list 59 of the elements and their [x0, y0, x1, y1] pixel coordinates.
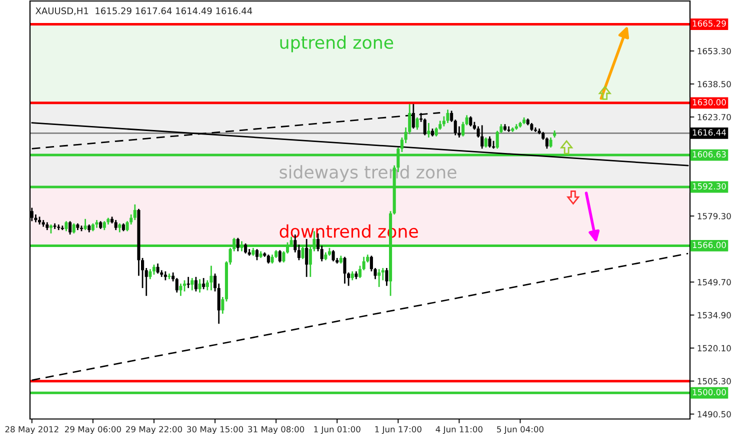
x-tick-label: 31 May 08:00: [248, 426, 304, 434]
ref-line-label: 1616.44: [692, 129, 726, 136]
candlestick: [179, 282, 182, 297]
candlestick: [194, 276, 198, 292]
candlestick: [378, 268, 381, 288]
candlestick: [549, 136, 552, 148]
ref-line-label: 1592.30: [692, 183, 726, 190]
candlestick: [480, 124, 484, 150]
x-tick-label: 5 Jun 04:00: [497, 426, 544, 434]
y-tick-label: 1623.70: [698, 114, 731, 120]
candlestick: [133, 204, 136, 221]
ref-line-label: 1665.29: [692, 20, 726, 27]
y-tick-label: 1638.50: [698, 80, 731, 88]
candlestick: [469, 116, 472, 128]
candlestick: [332, 249, 335, 262]
candlestick: [210, 265, 213, 291]
candlestick: [68, 220, 72, 236]
candlestick: [152, 264, 156, 276]
candlestick: [446, 108, 450, 124]
x-tick-label: 29 May 22:00: [126, 426, 182, 434]
ref-line-label: 1606.63: [692, 151, 726, 158]
y-tick-label: 1579.30: [698, 213, 731, 220]
y-tick-label: 1490.50: [698, 411, 731, 418]
y-tick-label: 1549.70: [698, 279, 731, 286]
candlestick: [148, 268, 152, 280]
candlestick: [488, 136, 492, 148]
x-tick-label: 30 May 15:00: [187, 426, 244, 434]
candlestick: [182, 280, 186, 292]
x-tick-label: 4 Jun 11:00: [436, 426, 482, 434]
candlestick: [198, 278, 202, 294]
candlestick: [244, 242, 248, 254]
y-tick-label: 1653.30: [698, 48, 731, 54]
candlestick: [416, 116, 419, 130]
candlestick: [484, 136, 488, 148]
candlestick: [236, 237, 240, 252]
ref-line-label: 1500.00: [692, 389, 726, 396]
x-tick-label: 28 May 2012: [5, 426, 58, 434]
candlestick: [423, 118, 426, 136]
candlestick: [278, 249, 282, 264]
x-tick-label: 1 Jun 17:00: [375, 426, 422, 434]
band-label: uptrend zone: [280, 35, 394, 52]
ref-line-label: 1566.00: [692, 242, 726, 248]
candlestick: [72, 222, 76, 234]
y-tick-label: 1534.90: [698, 312, 731, 318]
candlestick: [385, 267, 388, 287]
text: XAUUSD,H1 1615.29 1617.64 1614.49 1616.44: [36, 7, 252, 16]
ref-line-label: 1630.00: [692, 99, 726, 106]
candlestick: [114, 219, 118, 231]
candlestick: [255, 248, 259, 261]
candlestick: [84, 218, 87, 231]
candlestick: [202, 277, 206, 290]
candlestick: [343, 256, 346, 284]
candlestick: [156, 262, 160, 274]
y-tick-label: 1505.30: [698, 378, 731, 384]
candlestick: [64, 220, 68, 232]
x-tick-label: 29 May 06:00: [64, 426, 121, 434]
y-tick-label: 1520.10: [698, 345, 731, 352]
candlestick: [305, 238, 308, 278]
x-tick-label: 1 Jun 01:00: [314, 426, 360, 434]
